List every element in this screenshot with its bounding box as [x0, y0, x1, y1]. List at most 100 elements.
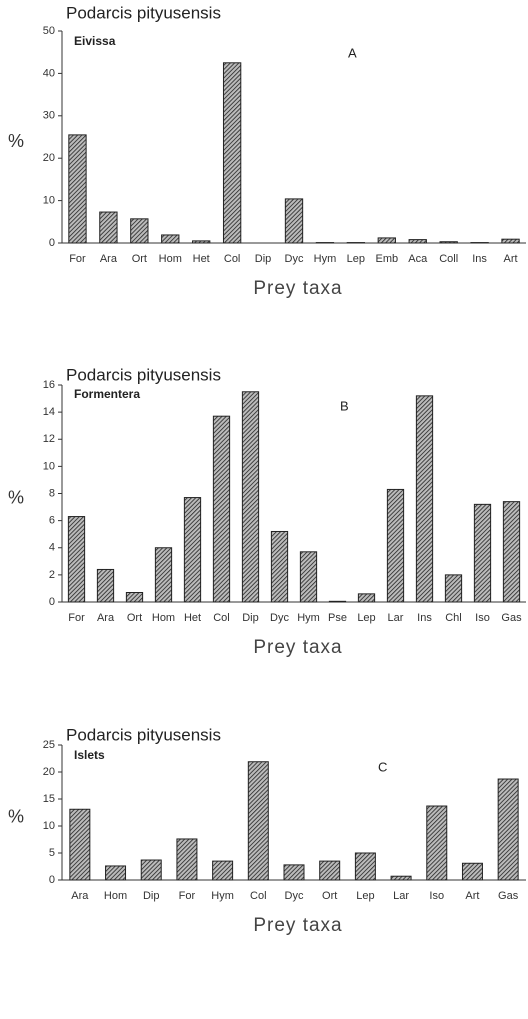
x-tick-label: Gas [498, 890, 519, 902]
bar [390, 875, 412, 881]
y-tick-label: 16 [43, 379, 55, 391]
bar [354, 852, 376, 881]
bar [68, 134, 87, 244]
x-tick-label: For [69, 253, 86, 265]
chart-subtitle: Formentera [74, 387, 140, 401]
bar [415, 395, 434, 603]
bar [284, 198, 304, 244]
y-tick-label: 0 [49, 237, 55, 249]
y-tick-label: 5 [49, 847, 55, 859]
bar [161, 234, 180, 244]
x-tick-label: Coll [439, 253, 458, 265]
chart-title: Podarcis pityusensis [66, 365, 221, 384]
x-tick-label: Hym [297, 612, 320, 624]
chart-subtitle: Islets [74, 748, 105, 762]
bar [502, 501, 521, 603]
chart-title: Podarcis pityusensis [66, 725, 221, 744]
bar [386, 488, 405, 603]
bar [140, 859, 162, 881]
y-axis-label: % [8, 806, 24, 826]
x-tick-label: Aca [408, 253, 428, 265]
x-tick-label: Emb [375, 253, 398, 265]
x-tick-label: Dyc [285, 253, 304, 265]
bar [96, 568, 115, 603]
y-tick-label: 15 [43, 793, 55, 805]
x-tick-label: Lar [388, 612, 404, 624]
y-tick-label: 4 [49, 542, 55, 554]
chart-panel: Podarcis pityusensis Islets C% 0 5 10 15 20 25 Ar… [8, 725, 526, 936]
y-tick-label: 0 [49, 874, 55, 886]
y-tick-label: 10 [43, 460, 55, 472]
x-tick-label: For [179, 890, 196, 902]
x-tick-label: Ara [71, 890, 89, 902]
y-tick-label: 10 [43, 820, 55, 832]
x-axis-label: Prey taxa [253, 278, 342, 299]
x-tick-label: Dip [143, 890, 160, 902]
x-tick-label: Dip [242, 612, 259, 624]
bar [357, 593, 376, 603]
y-tick-label: 10 [43, 195, 55, 207]
bar [105, 865, 127, 881]
bar [319, 860, 341, 881]
bar [377, 237, 396, 244]
bar [69, 808, 91, 881]
x-tick-label: Lar [393, 890, 409, 902]
panel-label: C [378, 759, 387, 774]
x-tick-label: For [68, 612, 85, 624]
bar [212, 415, 231, 603]
x-tick-label: Dyc [270, 612, 289, 624]
chart-panel: Podarcis pityusensis Eivissa A% 0 10 20 30 40 50… [8, 3, 526, 299]
bar [183, 497, 202, 603]
bar [192, 240, 211, 244]
x-tick-label: Het [184, 612, 201, 624]
bar [444, 574, 463, 603]
y-tick-label: 20 [43, 152, 55, 164]
x-tick-label: Gas [501, 612, 522, 624]
x-tick-label: Art [465, 890, 479, 902]
x-tick-label: Hym [314, 253, 337, 265]
bar [299, 551, 318, 603]
x-tick-label: Dyc [285, 890, 304, 902]
y-tick-label: 30 [43, 110, 55, 122]
x-tick-label: Dip [255, 253, 272, 265]
x-tick-label: Col [250, 890, 267, 902]
y-tick-label: 2 [49, 569, 55, 581]
x-tick-label: Iso [429, 890, 444, 902]
x-tick-label: Ort [132, 253, 147, 265]
y-tick-label: 25 [43, 739, 55, 751]
chart-subtitle: Eivissa [74, 34, 116, 48]
x-tick-label: Hom [104, 890, 127, 902]
bar [67, 516, 86, 603]
bar [212, 860, 234, 881]
panel-label: B [340, 398, 349, 413]
y-tick-label: 12 [43, 433, 55, 445]
panel-label: A [348, 45, 357, 60]
x-tick-label: Ort [127, 612, 142, 624]
bar [408, 239, 427, 244]
bar [125, 592, 144, 603]
bar [501, 238, 520, 244]
x-tick-label: Hom [152, 612, 175, 624]
bar [222, 62, 242, 244]
y-tick-label: 6 [49, 515, 55, 527]
bar [328, 600, 347, 603]
bar [473, 503, 492, 603]
y-axis-label: % [8, 487, 24, 507]
y-tick-label: 0 [49, 596, 55, 608]
x-tick-label: Lep [356, 890, 374, 902]
bar [461, 862, 483, 881]
chart-title: Podarcis pityusensis [66, 3, 221, 22]
bar [497, 778, 519, 881]
x-tick-label: Het [193, 253, 210, 265]
x-tick-label: Hym [211, 890, 234, 902]
y-tick-label: 20 [43, 766, 55, 778]
x-axis-label: Prey taxa [253, 637, 342, 658]
x-tick-label: Ara [100, 253, 118, 265]
x-tick-label: Col [224, 253, 241, 265]
bar [154, 547, 173, 603]
bar [241, 391, 260, 603]
bar [283, 864, 305, 881]
x-tick-label: Pse [328, 612, 347, 624]
x-tick-label: Col [213, 612, 230, 624]
